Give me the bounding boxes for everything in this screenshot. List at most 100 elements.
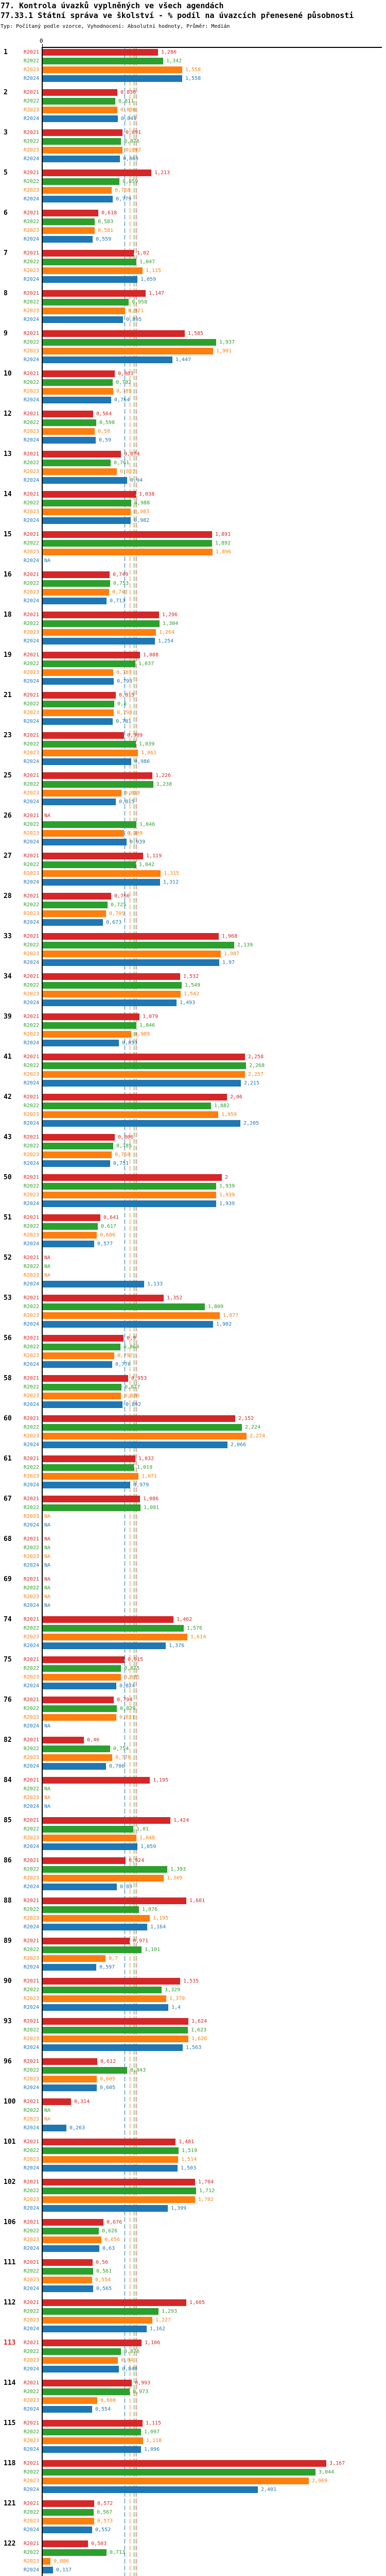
bar-75-R2024	[43, 1683, 116, 1689]
bar-value: 1,286	[161, 49, 177, 55]
series-label: R2024	[23, 1121, 39, 1126]
bar-115-R2023	[43, 2437, 143, 2444]
bar-27-R2021	[43, 853, 143, 859]
bar-25-R2024	[43, 799, 116, 805]
bar-value: 0,794	[117, 1697, 133, 1703]
series-label: R2022	[23, 1224, 39, 1229]
bar-value: 1,037	[138, 661, 154, 667]
bar-value: 1,039	[139, 741, 155, 747]
bar-50-R2024	[43, 1200, 216, 1207]
series-label: R2021	[23, 532, 39, 537]
bar-value: 0,117	[56, 2567, 72, 2573]
bar-value: 0,836	[120, 90, 136, 95]
bar-value: 0,617	[101, 1224, 117, 1229]
bar-value: 0,751	[113, 1161, 129, 1166]
bar-value: 0,59	[99, 437, 112, 443]
bar-value: 0,988	[134, 500, 150, 506]
bar-value: 0,263	[69, 2125, 85, 2131]
bar-value: 0,815	[119, 692, 135, 698]
series-label: R2024	[23, 2326, 39, 2332]
bar-14-R2024	[43, 517, 131, 524]
series-label: R2022	[23, 380, 39, 385]
series-label: R2023	[23, 2116, 39, 2122]
bar-value: 0,806	[118, 1134, 134, 1140]
bar-value: 1,162	[150, 2326, 166, 2332]
bar-group-9: 9 R2021 1,585 R2022 1,937 R2023 1,901 R2024 1,44…	[0, 329, 386, 369]
series-label: R2023	[23, 308, 39, 314]
series-label: R2022	[23, 1344, 39, 1350]
group-label: 34	[4, 973, 12, 980]
bar-value: 3,167	[329, 2461, 345, 2466]
series-label: R2024	[23, 236, 39, 242]
group-label: 39	[4, 1013, 12, 1021]
bar-23-R2021	[43, 732, 124, 739]
bar-value: 1,624	[191, 2019, 207, 2024]
bar-value: 1,549	[185, 982, 201, 988]
na-label: NA	[44, 1585, 51, 1591]
series-label: R2023	[23, 1152, 39, 1158]
na-label: NA	[44, 1786, 51, 1792]
bar-42-R2022	[43, 1103, 211, 1109]
group-label: 14	[4, 490, 12, 498]
bar-value: 0,641	[103, 1215, 119, 1221]
bar-value: 0,713	[110, 2550, 126, 2555]
bar-value: 0,815	[119, 799, 135, 805]
bar-96-R2021	[43, 2058, 97, 2065]
bar-value: 0,706	[109, 1764, 125, 1769]
bar-102-R2023	[43, 2196, 195, 2203]
bar-value: 1,959	[221, 1112, 237, 1117]
series-label: R2022	[23, 661, 39, 667]
series-label: R2022	[23, 1706, 39, 1711]
bar-value: 1,238	[156, 782, 172, 787]
series-label: R2021	[23, 2099, 39, 2105]
group-label: 50	[4, 1174, 12, 1181]
series-label: R2021	[23, 1335, 39, 1341]
bar-value: 0,891	[126, 130, 142, 135]
bar-value: 0,797	[117, 1353, 133, 1359]
bar-2-R2024	[43, 115, 118, 122]
bar-value: 2,152	[238, 1416, 254, 1421]
bar-value: 0,939	[130, 839, 146, 845]
group-label: 96	[4, 2058, 12, 2065]
bar-value: 1,379	[169, 1996, 185, 2002]
bar-value: 2,258	[248, 1054, 264, 1060]
bar-value: 1,097	[144, 2429, 160, 2435]
series-label: R2023	[23, 509, 39, 515]
bar-value: 0,605	[100, 2076, 116, 2082]
bar-value: 1,106	[145, 2340, 161, 2346]
bar-value: 0,705	[109, 911, 125, 917]
group-label: 82	[4, 1736, 12, 1744]
bar-value: 1,393	[170, 1867, 186, 1872]
bar-58-R2024	[43, 1401, 122, 1408]
series-label: R2021	[23, 371, 39, 377]
bar-67-R2022	[43, 1504, 141, 1511]
bar-group-67: 67 R2021 1,086 R2022 1,091 R2023 NA R2024 NA	[0, 1495, 386, 1535]
bar-value: 1,076	[142, 1907, 158, 1912]
bar-group-6: 6 R2021 0,618 R2022 0,583 R2023 0,581 R2024 0,55…	[0, 209, 386, 249]
series-label: R2022	[23, 1666, 39, 1671]
series-label: R2022	[23, 621, 39, 626]
bar-100-R2021	[43, 2098, 71, 2105]
bar-value: 0,785	[116, 388, 132, 394]
bar-67-R2021	[43, 1496, 140, 1502]
bar-value: 0,983	[134, 509, 150, 515]
series-label: R2024	[23, 1201, 39, 1207]
bar-group-50: 50 R2021 2 R2022 1,939 R2023 1,939 R2024 1,939	[0, 1173, 386, 1213]
na-label: NA	[44, 1594, 51, 1600]
bar-121-R2023	[43, 2518, 94, 2524]
series-label: R2021	[23, 813, 39, 819]
group-label: 15	[4, 531, 12, 538]
bar-value: 2,215	[244, 1080, 260, 1086]
series-label: R2023	[23, 1433, 39, 1439]
series-label: R2021	[23, 2219, 39, 2225]
bar-value: 0,768	[115, 188, 131, 193]
series-label: R2022	[23, 2148, 39, 2154]
series-label: R2024	[23, 156, 39, 162]
bar-10-R2021	[43, 370, 115, 377]
page-subtitle: 77.33.1 Státní správa ve školství - % po…	[1, 11, 354, 20]
bar-value: 0,979	[133, 1482, 149, 1488]
bar-group-102: 102 R2021 1,704 R2022 1,712 R2023 1,702 R2024 1,…	[0, 2178, 386, 2218]
bar-53-R2023	[43, 1312, 220, 1319]
group-label: 6	[4, 209, 8, 217]
bar-group-7: 7 R2021 1,02 R2022 1,047 R2023 1,115 R2024 1,059	[0, 249, 386, 289]
